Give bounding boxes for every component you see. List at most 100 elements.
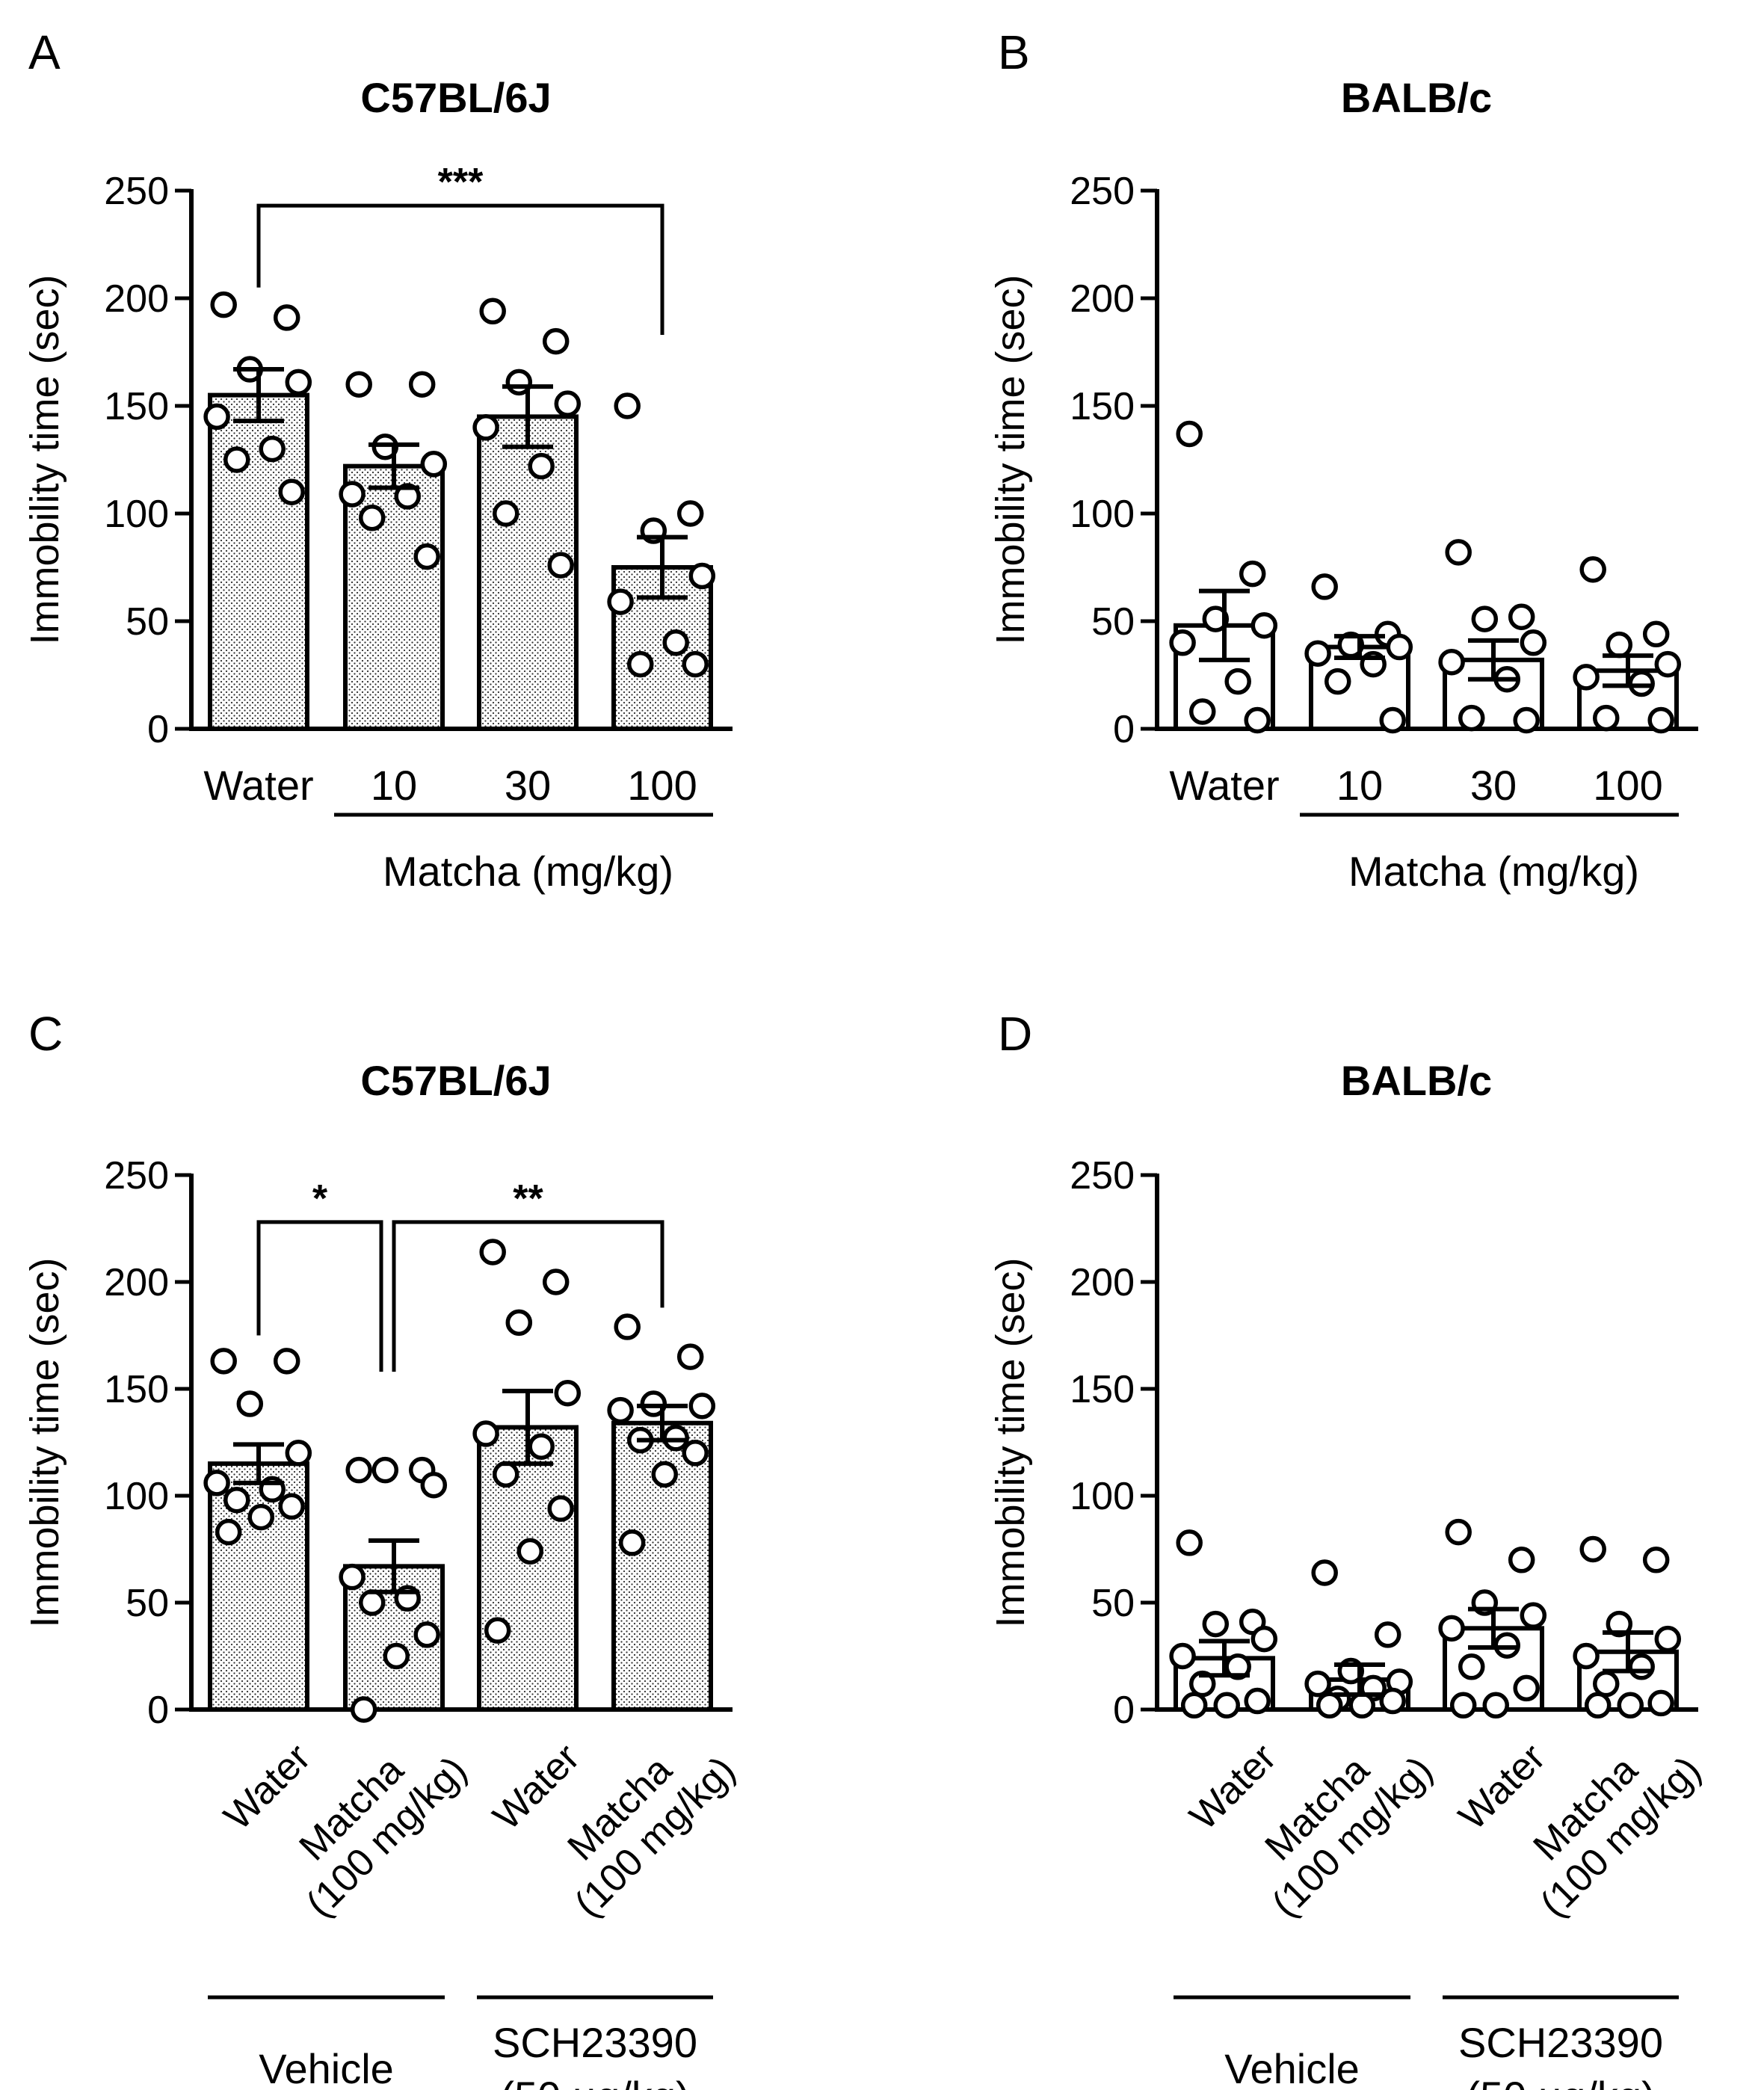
data-point <box>493 500 519 527</box>
data-point <box>273 304 300 331</box>
y-tick-label: 100 <box>104 1475 169 1518</box>
data-point <box>651 1461 678 1488</box>
y-tick-label: 150 <box>104 1368 169 1411</box>
data-point <box>1642 620 1670 648</box>
data-point <box>688 562 716 590</box>
data-point <box>1647 1689 1674 1717</box>
y-tick-label: 50 <box>1091 1582 1135 1625</box>
data-point <box>1573 1642 1600 1670</box>
data-point <box>1169 1642 1196 1670</box>
data-point <box>1202 605 1230 632</box>
data-point <box>607 588 634 615</box>
data-point <box>484 1617 511 1644</box>
y-tick-label: 200 <box>104 277 169 321</box>
data-point <box>528 452 555 480</box>
data-point <box>1458 1653 1485 1680</box>
panel-letter: D <box>998 1007 1032 1061</box>
data-point <box>676 1343 704 1370</box>
data-point <box>1244 1687 1271 1715</box>
data-point <box>1458 704 1485 732</box>
data-point <box>1202 1610 1230 1638</box>
data-point <box>408 371 436 398</box>
data-point <box>223 446 250 473</box>
data-point <box>223 1486 250 1514</box>
data-point <box>1379 1687 1406 1715</box>
x-tick-label-group: Water <box>485 1736 588 1839</box>
y-tick-label: 100 <box>104 493 169 536</box>
data-point <box>273 1348 300 1375</box>
data-point <box>627 650 654 678</box>
data-point <box>1304 640 1331 667</box>
panel-title: C57BL/6J <box>360 74 551 121</box>
data-point <box>1513 1674 1540 1702</box>
data-point <box>1482 1692 1509 1719</box>
data-point <box>1445 539 1472 566</box>
data-point <box>682 650 709 678</box>
data-point <box>554 1379 582 1407</box>
data-point <box>210 1348 237 1375</box>
data-point <box>682 1440 709 1467</box>
data-point <box>359 505 386 531</box>
data-point <box>1579 556 1606 583</box>
y-tick-label: 100 <box>1070 1475 1135 1518</box>
x-tick-label: 30 <box>505 762 551 809</box>
data-point <box>413 1621 440 1648</box>
bar <box>208 392 309 731</box>
data-point <box>1593 1670 1620 1698</box>
data-point <box>1513 706 1540 734</box>
group-label-sch: SCH23390(50 µg/kg) <box>493 2019 697 2090</box>
x-tick-label: 10 <box>1336 762 1383 809</box>
data-point <box>1579 1535 1606 1563</box>
x-tick-label-group: Water <box>1451 1736 1554 1839</box>
data-point <box>614 392 641 419</box>
data-point <box>278 1493 305 1520</box>
y-tick-label: 250 <box>104 1154 169 1197</box>
x-tick-label: 100 <box>627 762 697 809</box>
significance-bracket-2 <box>392 1220 664 1372</box>
y-tick-label: 250 <box>1070 1154 1135 1197</box>
data-point <box>1471 605 1499 632</box>
data-point <box>1520 629 1547 656</box>
data-point <box>285 1440 312 1467</box>
y-tick-label: 250 <box>1070 170 1135 213</box>
data-point <box>210 291 237 318</box>
data-point <box>542 327 570 355</box>
data-point <box>1180 1692 1208 1719</box>
x-tick-label: Water <box>485 1736 588 1839</box>
data-point <box>1508 603 1535 630</box>
data-point <box>516 1538 543 1565</box>
data-point <box>1508 1547 1535 1573</box>
x-tick-label: Water <box>216 1736 319 1839</box>
data-point <box>215 1518 242 1546</box>
data-point <box>505 1309 533 1337</box>
data-point <box>1584 1692 1612 1719</box>
x-tick-label: 10 <box>371 762 417 809</box>
panel-a: A C57BL/6J Immobility time (sec) 0 50 100 150 2… <box>22 25 733 895</box>
significance-label: *** <box>438 161 484 204</box>
data-point <box>1654 1625 1682 1653</box>
x-group-label: Matcha (mg/kg) <box>1348 848 1639 895</box>
data-point <box>1386 633 1413 661</box>
significance-label: ** <box>513 1177 543 1221</box>
data-point <box>1244 706 1271 734</box>
x-group-label: Matcha (mg/kg) <box>383 848 673 895</box>
data-point <box>1642 1547 1670 1573</box>
data-point <box>1445 1518 1472 1546</box>
significance-label: * <box>312 1177 328 1221</box>
x-tick-label: Water <box>1451 1736 1554 1839</box>
data-point <box>1628 1653 1655 1680</box>
data-point <box>278 478 305 505</box>
data-point <box>1438 648 1465 676</box>
y-tick-label: 0 <box>147 1689 169 1732</box>
data-point <box>554 390 582 417</box>
y-tick-label: 200 <box>1070 277 1135 321</box>
data-point <box>1449 1692 1477 1719</box>
data-point <box>203 1470 230 1496</box>
data-point <box>1379 706 1406 734</box>
data-point <box>607 1396 634 1424</box>
data-point <box>1606 631 1633 659</box>
data-point <box>339 1563 366 1591</box>
data-point <box>1374 1621 1401 1648</box>
x-tick-label: Water <box>1169 762 1279 809</box>
